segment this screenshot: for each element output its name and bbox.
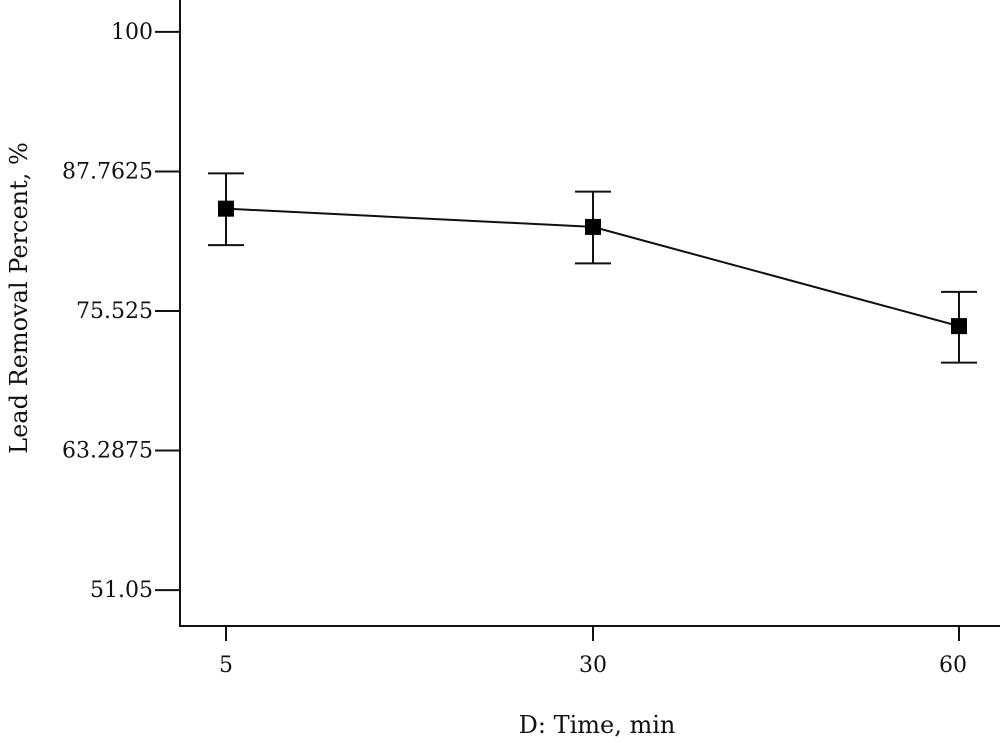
data-point-marker: [218, 200, 234, 217]
y-tick-label: 75.525: [76, 299, 153, 324]
y-axis-title: Lead Removal Percent, %: [5, 142, 33, 454]
y-tick-label: 51.05: [90, 578, 153, 603]
y-tick-label: 63.2875: [62, 439, 153, 464]
data-point-marker: [585, 218, 601, 235]
y-tick-label: 100: [111, 20, 153, 45]
data-point-marker: [951, 318, 967, 335]
series-layer: [208, 172, 977, 364]
x-axis-ticks: 5 30 60: [219, 626, 967, 678]
x-tick-label: 60: [939, 653, 967, 678]
x-tick-label: 5: [219, 653, 233, 678]
y-tick-label: 87.7625: [62, 159, 153, 184]
x-tick-label: 30: [579, 653, 607, 678]
y-axis-ticks: 100 87.7625 75.525 63.2875 51.05: [62, 20, 180, 603]
x-axis-title: D: Time, min: [519, 711, 676, 739]
